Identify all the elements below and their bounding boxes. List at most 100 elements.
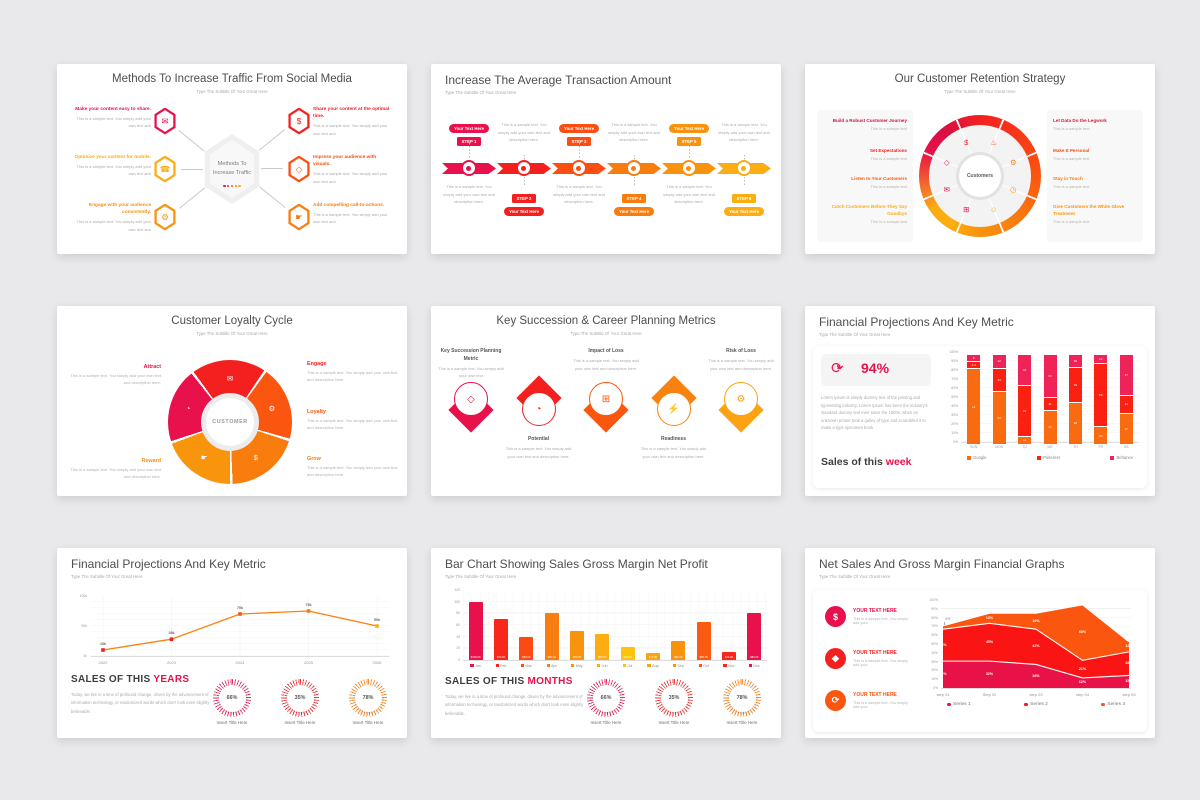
piggy-icon: $	[253, 453, 258, 463]
slide-thumbnail-social-traffic[interactable]: Methods To Increase Traffic From Social …	[57, 64, 407, 254]
slide-thumbnail-monthly-bar-chart[interactable]: Bar Chart Showing Sales Gross Margin Net…	[431, 548, 781, 738]
step-pill: STEP 1	[442, 130, 496, 148]
bar-value: $12.00	[648, 655, 658, 659]
y-tick-label: 0%	[933, 686, 938, 690]
step-pill: STEP 2	[497, 187, 551, 205]
legend-swatch	[495, 663, 499, 668]
y-tick-label: 100k	[79, 593, 87, 598]
series-value-label: 28%	[1125, 661, 1133, 666]
step-pill-pill: STEP 1	[456, 137, 482, 146]
item-desc: This is a sample text	[870, 184, 907, 190]
series-value-label: 12%	[1078, 680, 1087, 685]
connector-line	[259, 186, 286, 208]
slide-thumbnail-transaction-timeline[interactable]: Increase The Average Transaction Amount …	[431, 64, 781, 254]
x-tick-label: Jan	[463, 664, 488, 668]
hexagon-item: Make your content easy to share. This is …	[71, 106, 151, 130]
metric-title: Impact of Loss	[588, 348, 624, 354]
month-label: Feb	[500, 663, 507, 668]
series-value-label: 42%	[1032, 644, 1040, 649]
segment-value: 12	[997, 359, 1001, 364]
slide-thumbnail-financial-line-chart[interactable]: Financial Projections And Key Metric Typ…	[57, 548, 407, 738]
person-icon: ☺	[989, 204, 998, 214]
label-title: Reward	[141, 458, 161, 464]
y-tick-label: 0	[458, 658, 460, 662]
bar-segment: 19	[1068, 354, 1082, 367]
node-dot	[631, 165, 636, 171]
bar-segment: 72	[1018, 384, 1032, 436]
hexagon-inner	[290, 158, 308, 180]
hexagon-inner	[156, 206, 174, 228]
slide-thumbnail-loyalty-cycle[interactable]: Customer Loyalty Cycle Type The Subtitle…	[57, 306, 407, 496]
y-tick-label: 60%	[931, 633, 938, 638]
y-tick-label: 10%	[951, 431, 958, 435]
hexagon-item: Engage with your audience consistently. T…	[71, 202, 151, 233]
mail-icon: ✉	[161, 115, 169, 126]
gauge-label: Insert Title Here	[590, 720, 622, 725]
item-title: Let Data Do the Legwork	[1053, 118, 1107, 123]
stacked-area-chart: 100% 90% 80% 70% 60% 50% 40% 30% 20% 10% 0% 32% 32% 2…	[923, 598, 1136, 726]
series-value-label: 45%	[985, 639, 994, 644]
gear-icon: ⚙	[268, 403, 276, 413]
slide-thumbnail-succession-metrics[interactable]: Key Succession & Career Planning Metrics…	[431, 306, 781, 496]
slide-thumbnail-area-chart[interactable]: Net Sales And Gross Margin Financial Gra…	[805, 548, 1155, 738]
month-label: Jul	[627, 663, 633, 668]
item-title: Give Customers the White Glove Treatment	[1053, 204, 1125, 216]
y-tick-label: 100%	[949, 350, 958, 354]
node-dot	[466, 165, 471, 171]
legend-swatch	[1110, 455, 1115, 460]
diamond-icon: ◇	[943, 157, 950, 167]
item-desc: This is a sample text	[870, 156, 907, 162]
metric-circle: ⚡	[656, 392, 691, 426]
bar-value: $80.00	[547, 655, 556, 659]
y-tick-label: 90%	[951, 359, 958, 363]
legend-swatch	[1024, 702, 1028, 707]
metric-circle: ◇	[454, 382, 488, 416]
item-hexagon: $	[288, 107, 310, 135]
connector-line	[261, 168, 283, 169]
gauge-face: 35%	[660, 684, 688, 712]
y-tick-label: 50%	[951, 395, 958, 399]
item-title: Set Expectations	[869, 148, 907, 153]
metric-text: Impact of Loss This is a sample text. You…	[572, 348, 640, 372]
x-tick-label: WE	[1047, 445, 1053, 449]
segment-value: 32	[1073, 421, 1078, 426]
item-desc: This is a sample text. You simply add yo…	[853, 701, 908, 709]
legend-item: Series 1	[947, 702, 971, 707]
kpi-box: ⟳ $ 94%	[821, 354, 931, 386]
bar-segment: 37	[1119, 412, 1133, 444]
slide-thumbnail-retention-strategy[interactable]: Our Customer Retention Strategy Type The…	[805, 64, 1155, 254]
slide-title: Customer Loyalty Cycle	[171, 315, 293, 327]
segment-value: 10	[1022, 438, 1027, 443]
body-text: Today, we live in a time of profound cha…	[445, 694, 584, 716]
dot	[238, 184, 241, 187]
text-pill-pill: Your Text Here	[559, 124, 599, 133]
y-tick-label: 80	[456, 611, 460, 616]
heading-accent: YEARS	[153, 674, 190, 685]
slide-subtitle: Type The Subtitle Of Your Great Here	[819, 574, 891, 579]
legend-item: Pinterest	[1037, 455, 1060, 460]
label-title: Attract	[143, 364, 161, 370]
metric-desc: This is a sample text. You simply add yo…	[573, 358, 639, 371]
timeline-node	[625, 160, 642, 176]
bar: $14.00	[722, 651, 736, 660]
dashed-connector	[689, 143, 690, 159]
x-tick-label: step 04	[1075, 691, 1090, 697]
muscle-icon: ⚡	[667, 403, 680, 415]
metric-desc: This is a sample text. You simply add yo…	[640, 446, 707, 459]
month-label: Dec	[753, 663, 760, 668]
dot	[234, 184, 237, 187]
strategy-item: Let Data Do the Legwork This is a sample …	[1053, 118, 1137, 131]
label-title: Engage	[307, 361, 327, 367]
dashed-connector	[469, 143, 470, 159]
gauge-label: Insert Title Here	[726, 720, 758, 725]
series-value-label: 4%	[945, 616, 951, 621]
node-dot	[686, 165, 691, 171]
slide-grid: Methods To Increase Traffic From Social …	[57, 64, 1155, 738]
section-heading: Sales of this week	[821, 456, 911, 468]
legend-item: Behance	[1110, 455, 1133, 460]
slide-thumbnail-financial-stacked-bars[interactable]: Financial Projections And Key Metric Typ…	[805, 306, 1155, 496]
hexagon-inner	[156, 158, 174, 180]
month-label: Nov	[728, 663, 735, 668]
cycle-label: Loyalty This is a sample text. You simply…	[307, 409, 403, 432]
bar-segment: 44	[1043, 409, 1057, 444]
